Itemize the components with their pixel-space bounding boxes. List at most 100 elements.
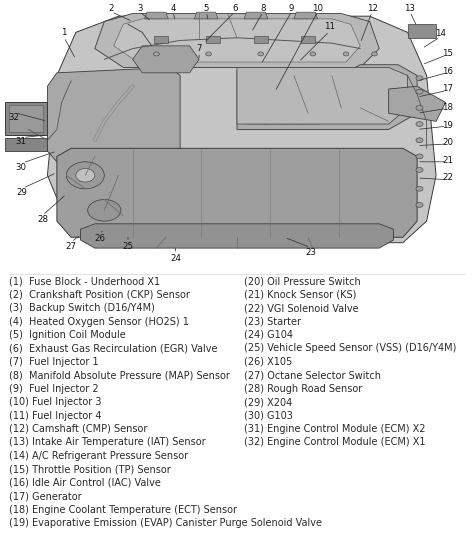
Text: 5: 5 — [203, 4, 209, 13]
Polygon shape — [47, 16, 436, 242]
Ellipse shape — [76, 169, 95, 182]
Text: (27) Octane Selector Switch: (27) Octane Selector Switch — [244, 370, 381, 380]
Text: 8: 8 — [260, 4, 266, 13]
Text: (9)  Fuel Injector 2: (9) Fuel Injector 2 — [9, 384, 99, 394]
Text: 32: 32 — [9, 113, 20, 122]
Bar — [9, 105, 43, 132]
Text: 2: 2 — [109, 4, 114, 13]
Ellipse shape — [372, 52, 377, 56]
Text: (23) Starter: (23) Starter — [244, 317, 301, 327]
Ellipse shape — [416, 168, 423, 172]
Text: 7: 7 — [196, 44, 202, 53]
Text: 20: 20 — [442, 138, 454, 147]
Bar — [301, 36, 315, 43]
Ellipse shape — [343, 52, 349, 56]
Ellipse shape — [416, 122, 423, 127]
Polygon shape — [263, 70, 287, 124]
Polygon shape — [294, 12, 318, 19]
Text: 15: 15 — [442, 50, 454, 58]
Text: (26) X105: (26) X105 — [244, 357, 292, 367]
Text: (13) Intake Air Temperature (IAT) Sensor: (13) Intake Air Temperature (IAT) Sensor — [9, 437, 206, 447]
Text: (29) X204: (29) X204 — [244, 397, 292, 407]
Text: 16: 16 — [442, 67, 454, 76]
Text: 3: 3 — [137, 4, 143, 13]
Text: 24: 24 — [170, 254, 181, 263]
Bar — [5, 138, 47, 151]
Ellipse shape — [66, 162, 104, 189]
Text: 17: 17 — [442, 84, 454, 93]
Text: 29: 29 — [16, 189, 27, 198]
Text: 10: 10 — [312, 4, 323, 13]
Text: (11) Fuel Injector 4: (11) Fuel Injector 4 — [9, 411, 102, 421]
Text: (25) Vehicle Speed Sensor (VSS) (D16/Y4M): (25) Vehicle Speed Sensor (VSS) (D16/Y4M… — [244, 343, 456, 354]
Text: (17) Generator: (17) Generator — [9, 491, 82, 501]
Text: 31: 31 — [16, 137, 27, 146]
Text: (20) Oil Pressure Switch: (20) Oil Pressure Switch — [244, 276, 361, 286]
Text: (4)  Heated Oxygen Sensor (HO2S) 1: (4) Heated Oxygen Sensor (HO2S) 1 — [9, 317, 189, 327]
Ellipse shape — [258, 52, 264, 56]
Text: (32) Engine Control Module (ECM) X1: (32) Engine Control Module (ECM) X1 — [244, 437, 426, 447]
Polygon shape — [389, 87, 446, 121]
Bar — [408, 24, 436, 38]
Text: 21: 21 — [442, 156, 454, 165]
Bar — [206, 36, 220, 43]
Polygon shape — [244, 12, 268, 19]
Text: 14: 14 — [435, 29, 447, 38]
Text: 25: 25 — [122, 242, 134, 252]
Text: (22) VGI Solenoid Valve: (22) VGI Solenoid Valve — [244, 303, 359, 313]
Text: (5)  Ignition Coil Module: (5) Ignition Coil Module — [9, 330, 126, 340]
Text: (7)  Fuel Injector 1: (7) Fuel Injector 1 — [9, 357, 99, 367]
Text: (16) Idle Air Control (IAC) Valve: (16) Idle Air Control (IAC) Valve — [9, 477, 161, 488]
Ellipse shape — [154, 52, 159, 56]
Text: 6: 6 — [232, 4, 237, 13]
Text: 4: 4 — [170, 4, 176, 13]
Text: (21) Knock Sensor (KS): (21) Knock Sensor (KS) — [244, 290, 356, 300]
Ellipse shape — [416, 105, 423, 111]
Ellipse shape — [416, 154, 423, 159]
Ellipse shape — [416, 186, 423, 191]
Text: (18) Engine Coolant Temperature (ECT) Sensor: (18) Engine Coolant Temperature (ECT) Se… — [9, 505, 237, 514]
Text: (3)  Backup Switch (D16/Y4M): (3) Backup Switch (D16/Y4M) — [9, 303, 155, 313]
Text: (10) Fuel Injector 3: (10) Fuel Injector 3 — [9, 397, 102, 407]
Text: 23: 23 — [305, 248, 316, 257]
Text: 26: 26 — [94, 234, 105, 243]
Text: (24) G104: (24) G104 — [244, 330, 293, 340]
Ellipse shape — [206, 52, 211, 56]
Ellipse shape — [416, 76, 423, 81]
Text: 9: 9 — [289, 4, 294, 13]
Polygon shape — [81, 224, 393, 248]
Text: 22: 22 — [442, 174, 454, 183]
Text: (28) Rough Road Sensor: (28) Rough Road Sensor — [244, 384, 362, 394]
Text: (31) Engine Control Module (ECM) X2: (31) Engine Control Module (ECM) X2 — [244, 424, 426, 434]
Bar — [5, 103, 47, 135]
Text: (6)  Exhaust Gas Recirculation (EGR) Valve: (6) Exhaust Gas Recirculation (EGR) Valv… — [9, 343, 218, 354]
Bar — [254, 36, 268, 43]
Polygon shape — [114, 19, 360, 62]
Ellipse shape — [416, 89, 423, 94]
Text: 11: 11 — [324, 22, 335, 32]
Bar — [154, 36, 168, 43]
Polygon shape — [133, 46, 199, 73]
Ellipse shape — [416, 138, 423, 143]
Polygon shape — [246, 70, 270, 124]
Text: 30: 30 — [16, 163, 27, 172]
Text: (19) Evaporative Emission (EVAP) Canister Purge Solenoid Valve: (19) Evaporative Emission (EVAP) Caniste… — [9, 518, 322, 528]
Text: (2)  Crankshaft Position (CKP) Sensor: (2) Crankshaft Position (CKP) Sensor — [9, 290, 191, 300]
Polygon shape — [296, 70, 320, 124]
Text: (15) Throttle Position (TP) Sensor: (15) Throttle Position (TP) Sensor — [9, 464, 171, 474]
Polygon shape — [194, 12, 218, 19]
Text: 12: 12 — [366, 4, 378, 13]
Ellipse shape — [310, 52, 316, 56]
Polygon shape — [95, 13, 379, 67]
Polygon shape — [47, 67, 180, 167]
Text: (8)  Manifold Absolute Pressure (MAP) Sensor: (8) Manifold Absolute Pressure (MAP) Sen… — [9, 370, 230, 380]
Ellipse shape — [88, 200, 121, 221]
Polygon shape — [237, 67, 408, 124]
Text: 28: 28 — [37, 215, 48, 224]
Text: (1)  Fuse Block - Underhood X1: (1) Fuse Block - Underhood X1 — [9, 276, 161, 286]
Text: 1: 1 — [61, 28, 67, 37]
Text: (12) Camshaft (CMP) Sensor: (12) Camshaft (CMP) Sensor — [9, 424, 148, 434]
Polygon shape — [145, 12, 168, 19]
Polygon shape — [237, 65, 417, 129]
Text: (30) G103: (30) G103 — [244, 411, 293, 421]
